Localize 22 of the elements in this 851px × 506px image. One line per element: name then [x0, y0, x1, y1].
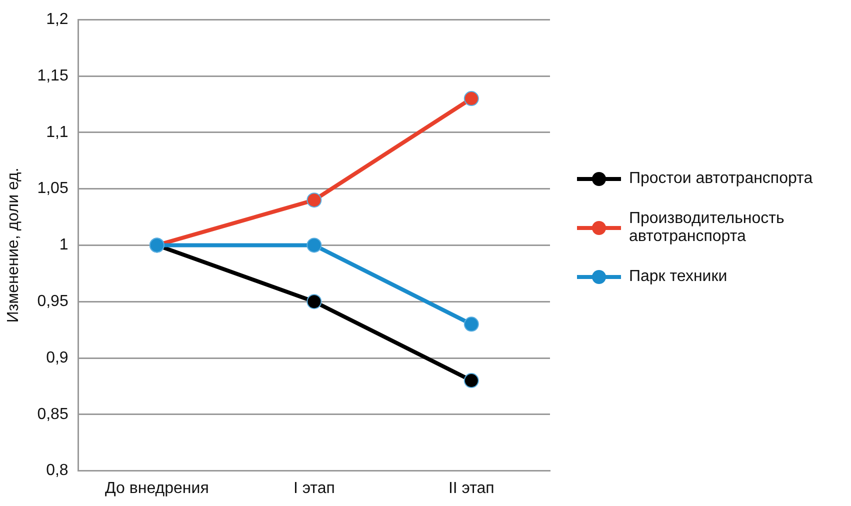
- x-tick-label: II этап: [448, 480, 494, 497]
- point: [464, 373, 479, 388]
- y-tick-label: 0,9: [46, 349, 68, 366]
- legend-label: Простои автотранспорта: [629, 170, 813, 188]
- point: [306, 238, 322, 253]
- point: [464, 91, 479, 106]
- x-tick-label: До внедрения: [105, 480, 209, 497]
- point: [306, 294, 322, 310]
- legend-label: Производительность автотранспорта: [629, 210, 786, 246]
- y-tick-label: 1,05: [37, 180, 68, 198]
- x-tick-label: I этап: [293, 480, 335, 497]
- y-tick-label: 0,85: [37, 406, 68, 423]
- y-tick-label: 1,15: [37, 67, 68, 84]
- y-axis-title: Изменение, доли ед.: [5, 168, 22, 323]
- point: [306, 192, 322, 208]
- y-tick-label: 0,8: [46, 462, 68, 480]
- y-tick-label: 1,1: [46, 124, 68, 141]
- legend-label: Парк техники: [629, 268, 728, 286]
- y-tick-label: 1: [59, 236, 68, 254]
- y-tick-label: 1,2: [46, 11, 68, 28]
- point: [464, 316, 479, 332]
- y-tick-label: 0,95: [37, 293, 68, 310]
